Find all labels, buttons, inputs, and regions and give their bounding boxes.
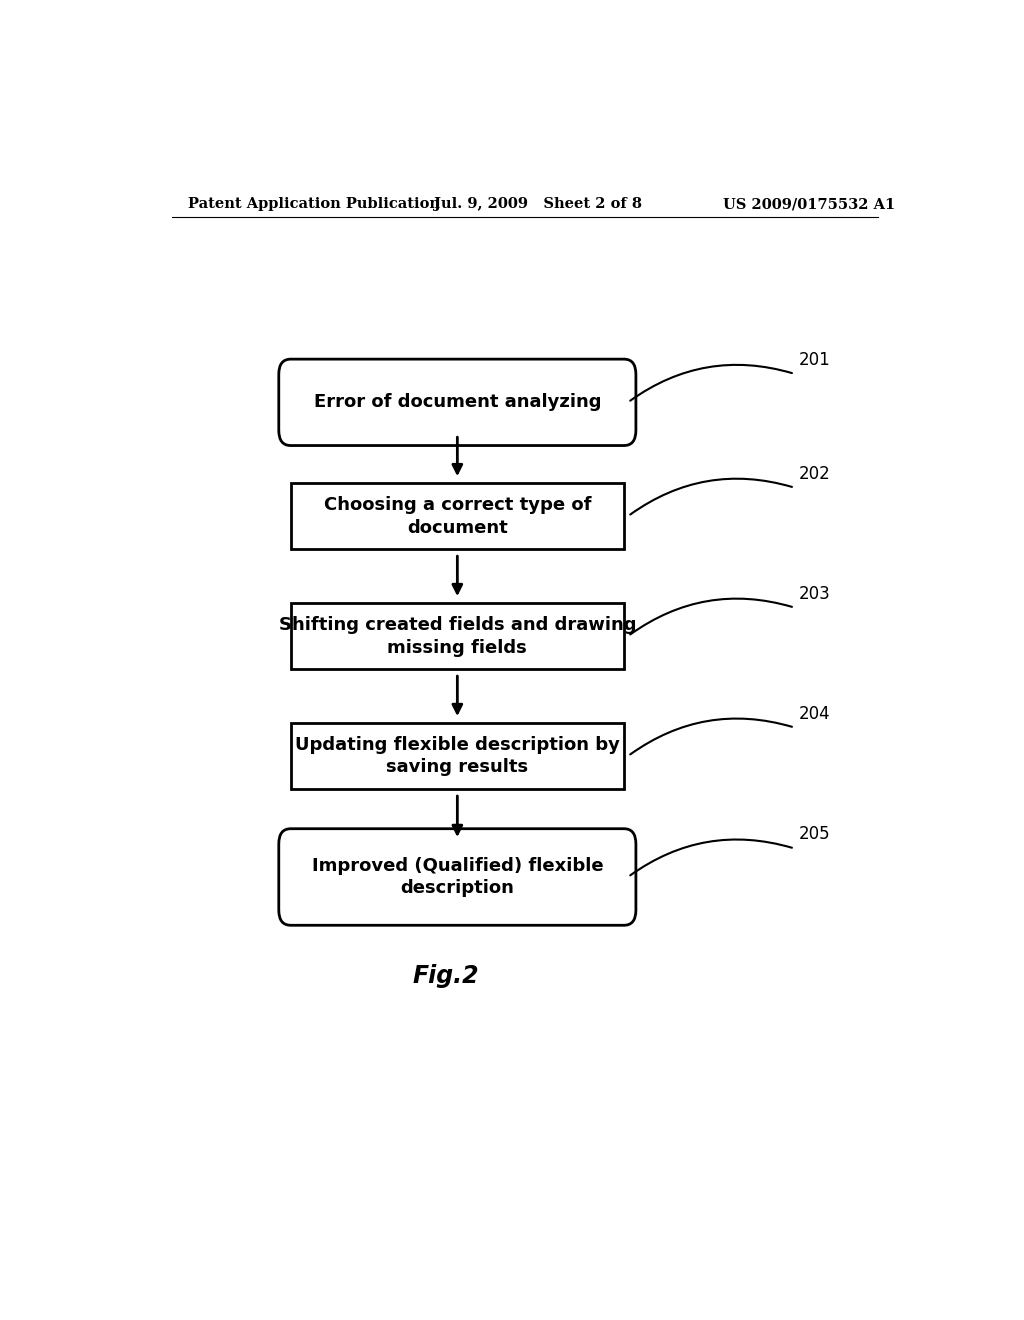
Text: Jul. 9, 2009   Sheet 2 of 8: Jul. 9, 2009 Sheet 2 of 8 xyxy=(433,197,641,211)
Text: US 2009/0175532 A1: US 2009/0175532 A1 xyxy=(723,197,895,211)
FancyBboxPatch shape xyxy=(279,829,636,925)
Text: 204: 204 xyxy=(799,705,830,722)
FancyBboxPatch shape xyxy=(291,723,624,789)
FancyBboxPatch shape xyxy=(279,359,636,446)
Text: 201: 201 xyxy=(799,351,830,368)
Text: Fig.2: Fig.2 xyxy=(412,964,479,989)
Text: Shifting created fields and drawing
missing fields: Shifting created fields and drawing miss… xyxy=(279,615,636,656)
Text: 205: 205 xyxy=(799,825,830,843)
Text: 203: 203 xyxy=(799,585,830,602)
Text: 202: 202 xyxy=(799,465,830,483)
FancyBboxPatch shape xyxy=(291,603,624,669)
Text: Choosing a correct type of
document: Choosing a correct type of document xyxy=(324,496,591,537)
Text: Updating flexible description by
saving results: Updating flexible description by saving … xyxy=(295,735,620,776)
Text: Improved (Qualified) flexible
description: Improved (Qualified) flexible descriptio… xyxy=(311,857,603,898)
Text: Patent Application Publication: Patent Application Publication xyxy=(187,197,439,211)
FancyBboxPatch shape xyxy=(291,483,624,549)
Text: Error of document analyzing: Error of document analyzing xyxy=(313,393,601,412)
